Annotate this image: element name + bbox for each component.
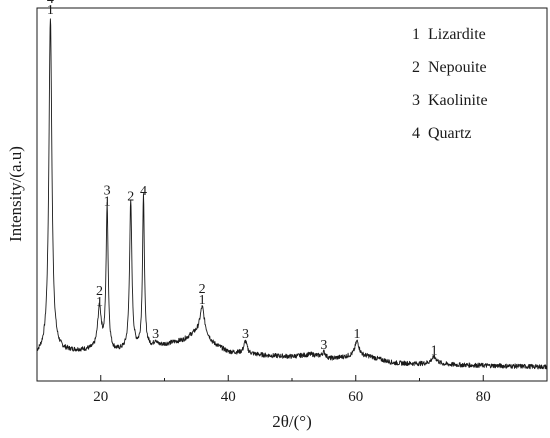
peak-label: 3 — [152, 327, 159, 342]
peak-label: 3 — [104, 184, 111, 199]
peak-label: 3 — [320, 338, 327, 353]
peak-label: 2 — [199, 282, 206, 297]
legend-number: 1 — [412, 26, 420, 43]
peak-label: 4 — [47, 0, 54, 7]
legend-entry-label: Nepouite — [428, 59, 487, 76]
legend-entry-label: Quartz — [428, 125, 472, 142]
peak-label: 1 — [199, 293, 206, 308]
x-tick-label: 60 — [348, 389, 363, 405]
plot-area — [36, 18, 548, 370]
peak-labels: 412131243213311 — [47, 0, 438, 358]
legend: 1 Lizardite 2 Nepouite 3 Kaolinite 4 Quartz — [412, 26, 488, 142]
legend-entry-label: Kaolinite — [428, 92, 488, 109]
x-axis-ticks: 20 40 60 80 — [36, 375, 548, 405]
peak-label: 2 — [96, 284, 103, 299]
peak-label: 1 — [354, 327, 361, 342]
peak-label: 1 — [96, 295, 103, 310]
legend-entry-label: Lizardite — [428, 26, 486, 43]
peak-label: 4 — [140, 184, 147, 199]
legend-number: 3 — [412, 92, 420, 109]
peak-label: 1 — [47, 3, 54, 18]
x-tick-label: 40 — [221, 389, 236, 405]
diffraction-pattern-line — [36, 18, 548, 370]
x-axis-title: 2θ/(°) — [272, 412, 312, 431]
y-axis-title: Intensity/(a.u) — [6, 146, 25, 242]
peak-label: 2 — [127, 189, 134, 204]
x-tick-label: 80 — [476, 389, 491, 405]
peak-label: 1 — [104, 195, 111, 210]
x-tick-label: 20 — [93, 389, 108, 405]
legend-number: 4 — [412, 125, 420, 142]
peak-label: 1 — [431, 343, 438, 358]
legend-number: 2 — [412, 59, 420, 76]
peak-label: 3 — [242, 327, 249, 342]
